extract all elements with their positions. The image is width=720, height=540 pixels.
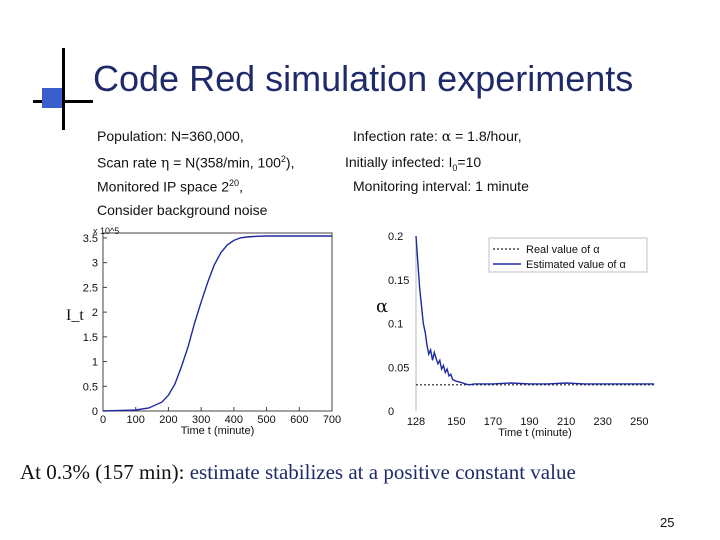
series-line-infected bbox=[102, 235, 332, 412]
x-tick-label: 128 bbox=[407, 416, 425, 428]
param-background-noise: Consider background noise bbox=[97, 202, 268, 218]
x-axis-label: Time t (minute) bbox=[181, 425, 255, 437]
decoration-square bbox=[42, 88, 62, 108]
param-population: Population: N=360,000, bbox=[97, 128, 244, 144]
y-axis-label: α bbox=[376, 296, 388, 317]
x-tick-label: 500 bbox=[257, 414, 275, 426]
conclusion-text: At 0.3% (157 min): estimate stabilizes a… bbox=[20, 460, 576, 484]
x-axis-label: Time t (minute) bbox=[498, 427, 572, 439]
x-tick-label: 210 bbox=[557, 416, 575, 428]
page-number: 25 bbox=[660, 515, 675, 530]
x-tick-label: 600 bbox=[290, 414, 308, 426]
x-tick-label: 0 bbox=[100, 414, 106, 426]
y-tick-label: 0 bbox=[388, 406, 394, 418]
decoration-horizontal-bar bbox=[33, 100, 93, 103]
decoration-vertical-bar bbox=[62, 48, 65, 130]
legend-box bbox=[488, 237, 648, 273]
x-tick-label: 230 bbox=[594, 416, 612, 428]
y-tick-label: 3 bbox=[92, 258, 98, 270]
y-axis-label: I_t bbox=[66, 307, 84, 324]
param-infection-rate: Infection rate: α = 1.8/hour, bbox=[353, 128, 522, 145]
y-tick-label: 2.5 bbox=[83, 282, 98, 294]
y-tick-label: 0.5 bbox=[83, 381, 98, 393]
y-tick-label: 0.05 bbox=[388, 362, 409, 374]
x-tick-label: 250 bbox=[630, 416, 648, 428]
y-tick-label: 0.1 bbox=[388, 319, 403, 331]
y-multiplier-label: x 10^5 bbox=[93, 226, 119, 236]
param-ip-space: Monitored IP space 220, bbox=[97, 178, 243, 195]
y-tick-label: 0 bbox=[92, 406, 98, 418]
legend-label-estimated: Estimated value of α bbox=[526, 259, 627, 271]
y-tick-label: 0.15 bbox=[388, 275, 409, 287]
x-tick-label: 700 bbox=[323, 414, 341, 426]
plot-frame bbox=[102, 232, 333, 412]
x-tick-label: 400 bbox=[225, 414, 243, 426]
y-tick-label: 2 bbox=[92, 307, 98, 319]
x-tick-label: 170 bbox=[484, 416, 502, 428]
param-initially-infected: Initially infected: I0=10 bbox=[345, 154, 482, 173]
param-scan-rate: Scan rate η = N(358/min, 1002), bbox=[97, 154, 295, 172]
param-monitoring-interval: Monitoring interval: 1 minute bbox=[353, 178, 529, 194]
y-tick-label: 1.5 bbox=[83, 332, 98, 344]
y-tick-label: 1 bbox=[92, 357, 98, 369]
x-tick-label: 200 bbox=[159, 414, 177, 426]
x-tick-label: 150 bbox=[447, 416, 465, 428]
x-tick-label: 100 bbox=[127, 414, 145, 426]
x-tick-label: 190 bbox=[520, 416, 538, 428]
y-tick-label: 0.2 bbox=[388, 231, 403, 243]
y-tick-label: 3.5 bbox=[83, 233, 98, 245]
series-line-estimated-alpha bbox=[415, 235, 654, 386]
slide-title: Code Red simulation experiments bbox=[93, 58, 634, 99]
x-tick-label: 300 bbox=[192, 414, 210, 426]
legend-label-real: Real value of α bbox=[526, 244, 600, 256]
